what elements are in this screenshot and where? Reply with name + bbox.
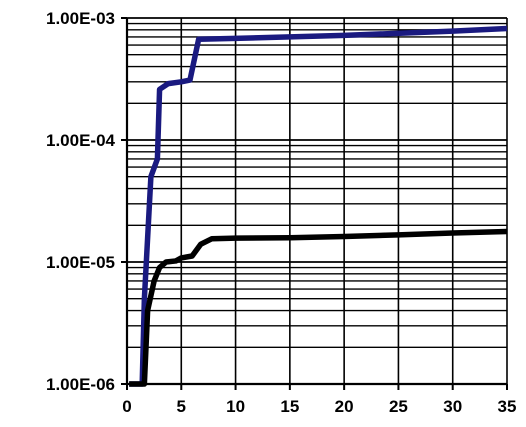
y-tick-label: 1.00E-03 xyxy=(46,9,115,28)
axes xyxy=(121,17,508,390)
series-line-2 xyxy=(129,228,508,387)
grid xyxy=(126,17,508,385)
x-tick-label: 0 xyxy=(122,397,131,416)
y-tick-label: 1.00E-05 xyxy=(46,253,115,272)
x-tick-label: 30 xyxy=(443,397,462,416)
x-tick-label: 10 xyxy=(226,397,245,416)
y-tick-label: 1.00E-04 xyxy=(46,131,116,150)
tick-labels: 1.00E-03 1.00E-04 1.00E-05 1.00E-06 0 5 10 15 20… xyxy=(46,9,516,416)
x-tick-label: 25 xyxy=(389,397,408,416)
x-tick-label: 35 xyxy=(498,397,517,416)
y-tick-label: 1.00E-06 xyxy=(46,375,115,394)
x-tick-label: 15 xyxy=(280,397,299,416)
series-line-1 xyxy=(129,25,508,387)
x-tick-label: 20 xyxy=(335,397,354,416)
series-layer xyxy=(129,25,508,387)
x-tick-label: 5 xyxy=(177,397,186,416)
